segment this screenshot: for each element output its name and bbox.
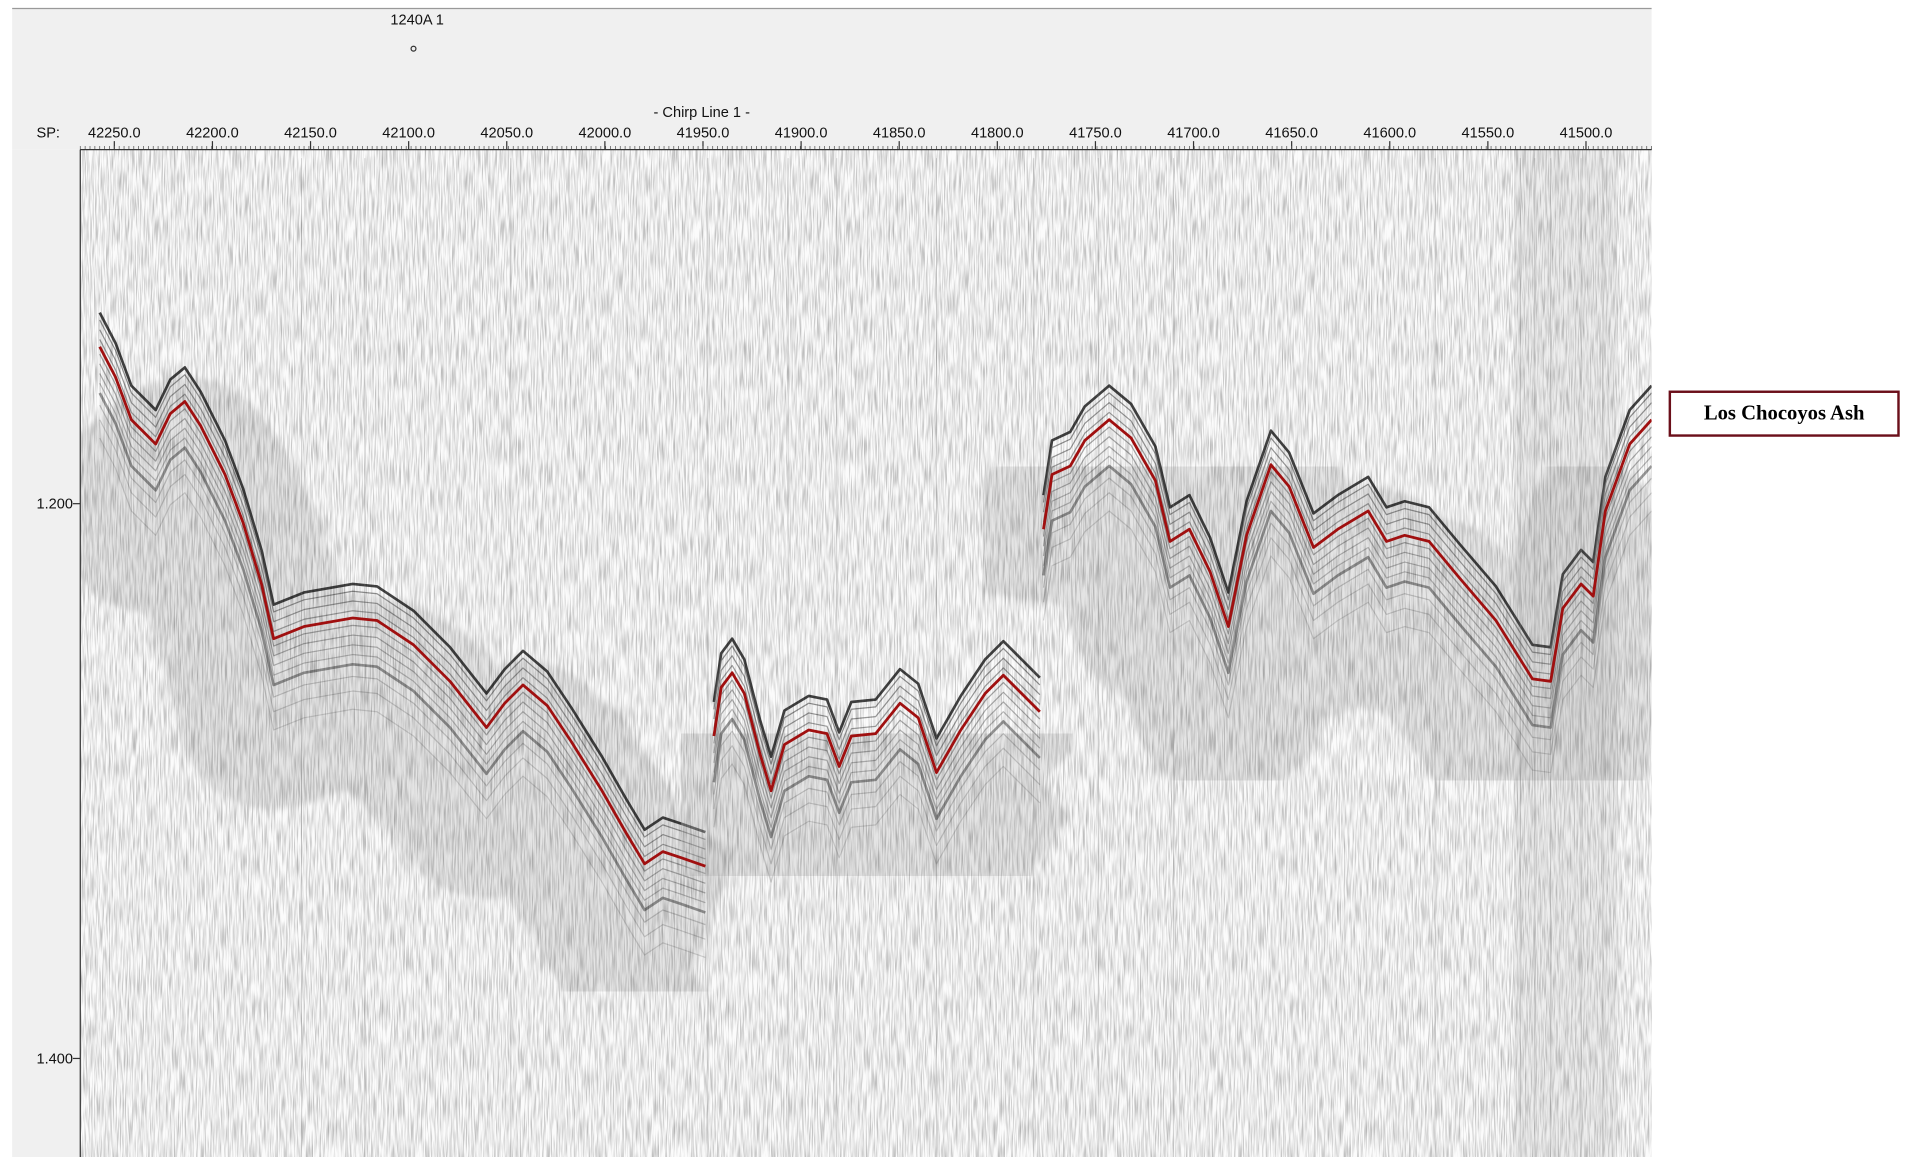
sp-tick-label: 41900.0	[775, 125, 828, 141]
time-axis: 1.200 1.400	[36, 497, 81, 1067]
well-marker	[410, 45, 417, 52]
sp-tick-label: 41800.0	[971, 125, 1024, 141]
sp-tick-label: 41650.0	[1265, 125, 1318, 141]
noisy-zone	[1514, 149, 1618, 1157]
sp-tick-label: 42100.0	[382, 125, 435, 141]
horizon-segment	[1042, 418, 1652, 683]
sp-tick-label: 42000.0	[579, 125, 632, 141]
line-title: - Chirp Line 1 -	[654, 105, 751, 121]
time-tick-label: 1.200	[36, 497, 72, 513]
well-label: 1240A 1	[390, 12, 444, 28]
sp-tick-label: 41600.0	[1363, 125, 1416, 141]
annotation-box	[1668, 390, 1900, 437]
annotation: Los Chocoyos Ash	[1704, 403, 1865, 425]
sp-tick-label: 41850.0	[873, 125, 926, 141]
sp-tick-label: 42050.0	[480, 125, 533, 141]
sp-tick-label: 41500.0	[1560, 125, 1613, 141]
sp-tick-label: 42200.0	[186, 125, 239, 141]
seismic-section	[80, 149, 1652, 1157]
horizon-segment	[98, 346, 706, 868]
horizon-line	[98, 346, 1652, 868]
noise-texture	[80, 149, 1652, 1157]
header-panel	[12, 8, 1652, 150]
sp-label: SP:	[36, 125, 59, 141]
sp-tick-label: 41950.0	[677, 125, 730, 141]
sp-tick-label: 41700.0	[1167, 125, 1220, 141]
time-tick-label: 1.400	[36, 1051, 72, 1067]
horizon-segment	[712, 671, 1041, 793]
sp-tick-label: 41750.0	[1069, 125, 1122, 141]
sp-tick-label: 42150.0	[284, 125, 337, 141]
sp-tick-label: 42250.0	[88, 125, 141, 141]
sp-tick-label: 41550.0	[1462, 125, 1515, 141]
time-axis-panel	[12, 149, 81, 1157]
